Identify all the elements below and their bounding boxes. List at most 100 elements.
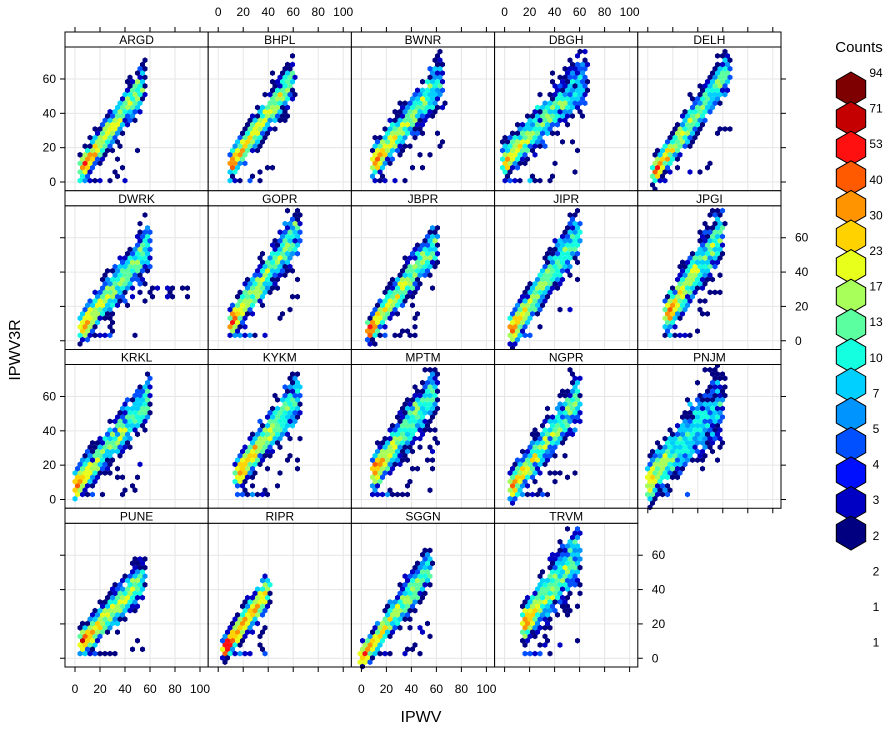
hexbin-cell: [142, 280, 148, 287]
hexbin-cell: [392, 177, 398, 184]
hexbin-cell: [277, 255, 283, 261]
hexbin-cell: [550, 586, 555, 592]
hexbin-cell: [387, 160, 393, 167]
hexbin-cell: [240, 448, 245, 455]
hexbin-cell: [572, 74, 578, 81]
hexbin-cell: [572, 169, 578, 175]
hexbin-cell: [720, 440, 725, 446]
hexbin-cell: [572, 530, 578, 537]
hexbin-cell: [515, 319, 520, 326]
hexbin-cell: [585, 61, 590, 68]
hexbin-cell: [695, 328, 700, 334]
hexbin-cell: [720, 70, 725, 76]
hexbin-cell: [387, 435, 393, 442]
hexbin-cell: [535, 311, 540, 317]
tick-label: 40: [43, 106, 57, 120]
hexbin-cell: [680, 285, 685, 291]
hexbin-cell: [80, 629, 85, 635]
hexbin-cell: [695, 268, 700, 274]
hexbin-cell: [427, 633, 433, 640]
hexbin-cell: [235, 629, 240, 635]
hexbin-cell: [422, 237, 428, 244]
hexbin-cell: [390, 285, 395, 291]
hexbin-cell: [267, 435, 273, 442]
hexbin-cell: [662, 169, 668, 175]
hexbin-cell: [240, 483, 245, 489]
hexbin-cell: [510, 474, 515, 481]
hexbin-cell: [240, 156, 245, 162]
hexbin-cell: [417, 100, 423, 107]
hexbin-cell: [125, 121, 130, 128]
hexbin-cell: [562, 392, 568, 399]
hexbin-cell: [247, 298, 253, 304]
hexbin-cell: [82, 160, 88, 167]
hexbin-cell: [512, 134, 518, 141]
hexbin-cell: [107, 435, 113, 442]
hexbin-cell: [372, 160, 378, 167]
hexbin-cell: [242, 607, 248, 614]
hexbin-cell: [142, 255, 148, 261]
hexbin-cell: [432, 384, 438, 390]
hexbin-cell: [180, 285, 185, 291]
hexbin-cell: [417, 272, 423, 279]
hexbin-cell: [512, 461, 518, 468]
hexbin-cell: [690, 293, 695, 300]
hexbin-cell: [397, 452, 403, 459]
hexbin-cell: [277, 74, 283, 81]
hexbin-cell: [425, 259, 430, 266]
hexbin-cell: [437, 48, 443, 55]
hexbin-cell: [425, 457, 430, 463]
hexbin-cell: [242, 160, 248, 167]
hexbin-cell: [142, 573, 148, 580]
hexbin-cell: [405, 397, 410, 403]
hexbin-cell: [420, 164, 425, 171]
hexbin-cell: [540, 594, 545, 601]
hexbin-cell: [655, 465, 660, 472]
hexbin-cell: [252, 461, 258, 468]
strip-label: DWRK: [118, 192, 155, 206]
hexbin-cell: [117, 599, 123, 605]
hexbin-cell: [517, 487, 523, 494]
hexbin-cell: [380, 139, 385, 145]
hexbin-cell: [537, 280, 543, 287]
hexbin-cell: [552, 444, 558, 451]
hexbin-cell: [267, 117, 273, 124]
hexbin-cell: [125, 440, 130, 446]
strip-label: PUNE: [120, 509, 153, 523]
hexbin-cell: [382, 461, 388, 468]
hexbin-cell: [575, 233, 580, 240]
hexbin-cell: [115, 629, 120, 635]
hexbin-cell: [90, 637, 95, 644]
hexbin-cell: [125, 405, 130, 412]
hexbin-cell: [277, 237, 283, 244]
hexbin-cell: [290, 268, 295, 274]
hexbin-cell: [100, 302, 105, 309]
legend-label: 23: [869, 244, 883, 258]
hexbin-cell: [267, 599, 273, 605]
hexbin-cell: [95, 457, 100, 463]
hexbin-cell: [390, 440, 395, 446]
hexbin-cell: [662, 461, 668, 468]
hexbin-cell: [435, 96, 440, 102]
hexbin-cell: [385, 629, 390, 635]
hexbin-cell: [662, 143, 668, 150]
hexbin-cell: [87, 315, 93, 322]
hexbin-cell: [680, 293, 685, 300]
tick-label: 20: [795, 299, 809, 313]
hexbin-cell: [382, 177, 388, 184]
hexbin-cell: [555, 276, 560, 283]
hexbin-cell: [90, 620, 95, 627]
tick-label: 20: [380, 682, 394, 696]
hexbin-cell: [555, 422, 560, 429]
hexbin-cell: [387, 487, 393, 494]
hexbin-cell: [375, 311, 380, 317]
hexbin-cell: [387, 126, 393, 132]
hexbin-cell: [82, 478, 88, 485]
hexbin-cell: [100, 440, 105, 446]
hexbin-cell: [570, 96, 575, 102]
hexbin-cell: [702, 427, 708, 433]
hexbin-cell: [427, 401, 433, 408]
hexbin-cell: [422, 366, 428, 373]
hexbin-cell: [92, 289, 98, 296]
hexbin-cell: [670, 431, 675, 438]
